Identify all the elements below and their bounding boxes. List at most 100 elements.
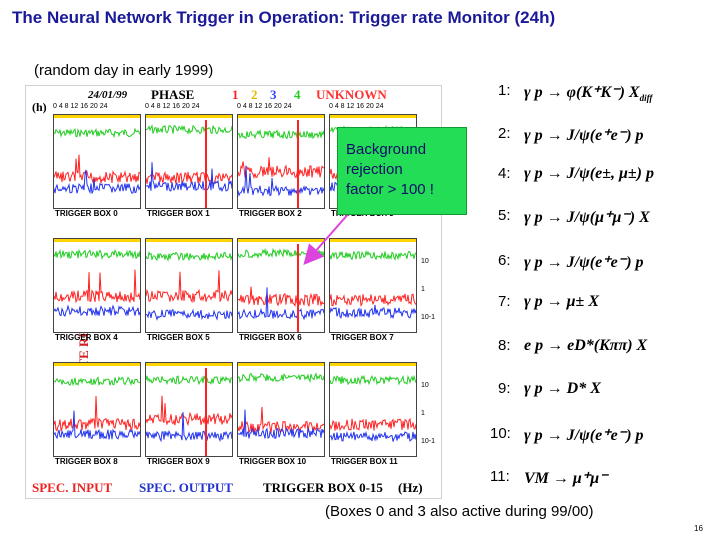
page-number: 16 <box>694 524 703 533</box>
trigger-box-panel <box>53 114 141 209</box>
trigger-box-panel <box>237 238 325 333</box>
reaction-formula: γ p → J/ψ(e⁺e⁻) p <box>524 127 644 144</box>
input-rate-trace <box>238 128 324 140</box>
spec-output-trace <box>54 269 140 304</box>
y-tick-label: 10-1 <box>421 314 436 321</box>
spec-output-trace <box>146 270 232 304</box>
trigger-box-panel <box>145 238 233 333</box>
input-rate-trace <box>54 376 140 387</box>
spec-output-trace <box>238 406 324 434</box>
reaction-formula: VM → μ⁺μ⁻ <box>524 470 608 487</box>
reaction-equation: γ p → J/ψ(e⁺e⁻) p <box>524 125 644 145</box>
phase-1-label: 1 <box>232 87 239 102</box>
reaction-formula: e p → eD*(Kππ) X <box>524 337 648 354</box>
trigger-box-label: TRIGGER BOX 10 <box>239 457 307 466</box>
phase-3-label: 3 <box>270 87 277 102</box>
hour-ticks-col0: 0 4 8 12 16 20 24 <box>53 103 108 110</box>
y-tick-label: 10 <box>421 258 429 265</box>
input-rate-trace <box>146 375 232 386</box>
footnote: (Boxes 0 and 3 also active during 99/00) <box>325 503 594 520</box>
trigger-box-panel <box>53 362 141 457</box>
reaction-formula: γ p → J/ψ(e⁺e⁻) p <box>524 427 644 444</box>
slide-subtitle: (random day in early 1999) <box>34 62 214 79</box>
reaction-formula: γ p → μ± X <box>524 293 600 310</box>
spec-output-trace <box>238 286 324 308</box>
trigger-box-label: TRIGGER BOX 2 <box>239 209 302 218</box>
spec-output-trace <box>54 154 140 185</box>
y-tick-label: 10-1 <box>421 438 436 445</box>
spec-output-label: SPEC. OUTPUT <box>139 480 233 495</box>
trigger-box-panel <box>329 362 417 457</box>
spec-output-trace <box>54 395 140 432</box>
spec-input-trace <box>146 412 232 443</box>
trigger-box-label: TRIGGER BOX 0 <box>55 209 118 218</box>
trigger-box-label: TRIGGER BOX 6 <box>239 333 302 342</box>
reaction-formula: γ p → J/ψ(e⁺e⁻) p <box>524 254 644 271</box>
background-rejection-callout: Background rejection factor > 100 ! <box>337 127 467 215</box>
callout-line-3: factor > 100 ! <box>346 181 434 198</box>
hz-unit-label: (Hz) <box>398 480 423 495</box>
trigger-box-panel <box>237 362 325 457</box>
spec-output-trace <box>238 157 324 180</box>
reaction-equation: γ p → J/ψ(e⁺e⁻) p <box>524 425 644 445</box>
trigger-box-label: TRIGGER BOX 7 <box>331 333 394 342</box>
reaction-formula: γ p → D* X <box>524 380 601 397</box>
hour-unit-label: (h) <box>32 100 47 114</box>
spec-output-trace <box>146 171 232 185</box>
spec-input-label: SPEC. INPUT <box>32 480 113 495</box>
input-rate-trace <box>146 124 232 135</box>
reaction-equation: γ p → φ(K⁺K⁻) Xdiff <box>524 82 652 103</box>
spec-input-trace <box>330 430 416 442</box>
spec-input-trace <box>238 165 324 197</box>
spec-input-trace <box>238 287 324 321</box>
input-rate-trace <box>54 127 140 139</box>
input-rate-trace <box>330 374 416 386</box>
reaction-subscript: diff <box>639 93 653 104</box>
hour-ticks-col2: 0 4 8 12 16 20 24 <box>237 103 292 110</box>
phase-label: PHASE <box>151 87 195 102</box>
reaction-equation: e p → eD*(Kππ) X <box>524 337 647 355</box>
trigger-box-panel <box>329 238 417 333</box>
trigger-box-range-label: TRIGGER BOX 0-15 <box>263 480 383 495</box>
reaction-formula: γ p → φ(K⁺K⁻) X <box>524 84 640 101</box>
spec-output-trace <box>330 417 416 431</box>
trigger-box-panel <box>145 362 233 457</box>
unknown-label: UNKNOWN <box>316 87 387 102</box>
trigger-box-panel <box>53 238 141 333</box>
monitor-date: 24/01/99 <box>88 89 128 101</box>
callout-line-2: rejection <box>346 161 403 178</box>
trigger-box-label: TRIGGER BOX 9 <box>147 457 210 466</box>
spec-output-trace <box>330 293 416 307</box>
input-rate-trace <box>330 249 416 261</box>
trigger-box-panel <box>145 114 233 209</box>
input-rate-trace <box>54 248 140 261</box>
reaction-equation: VM → μ⁺μ⁻ <box>524 468 608 488</box>
slide-title: The Neural Network Trigger in Operation:… <box>12 8 556 27</box>
trigger-box-label: TRIGGER BOX 5 <box>147 333 210 342</box>
spec-input-trace <box>146 162 232 193</box>
spec-input-trace <box>54 410 140 440</box>
spec-input-trace <box>146 308 232 321</box>
phase-4-label: 4 <box>294 87 301 102</box>
reaction-equation: γ p → J/ψ(e⁺e⁻) p <box>524 252 644 272</box>
input-rate-trace <box>238 372 324 383</box>
input-rate-trace <box>238 247 324 260</box>
y-tick-label: 10 <box>421 382 429 389</box>
reaction-formula: γ p → J/ψ(e±, μ±) p <box>524 165 655 182</box>
hour-ticks-col3: 0 4 8 12 16 20 24 <box>329 103 384 110</box>
y-tick-label: 1 <box>421 410 425 417</box>
spec-output-trace <box>146 395 232 427</box>
reaction-equation: γ p → μ± X <box>524 293 599 311</box>
reaction-formula: γ p → J/ψ(μ⁺μ⁻) X <box>524 209 650 226</box>
reaction-equation: γ p → J/ψ(μ⁺μ⁻) X <box>524 207 650 227</box>
reaction-equation: γ p → D* X <box>524 380 601 398</box>
trigger-box-label: TRIGGER BOX 4 <box>55 333 118 342</box>
spec-input-trace <box>54 304 140 317</box>
callout-line-1: Background <box>346 141 427 158</box>
phase-2-label: 2 <box>251 87 258 102</box>
y-tick-label: 1 <box>421 286 425 293</box>
spec-input-trace <box>238 409 324 440</box>
input-rate-trace <box>146 251 232 262</box>
reaction-equation: γ p → J/ψ(e±, μ±) p <box>524 165 654 183</box>
spec-input-trace <box>54 169 140 195</box>
